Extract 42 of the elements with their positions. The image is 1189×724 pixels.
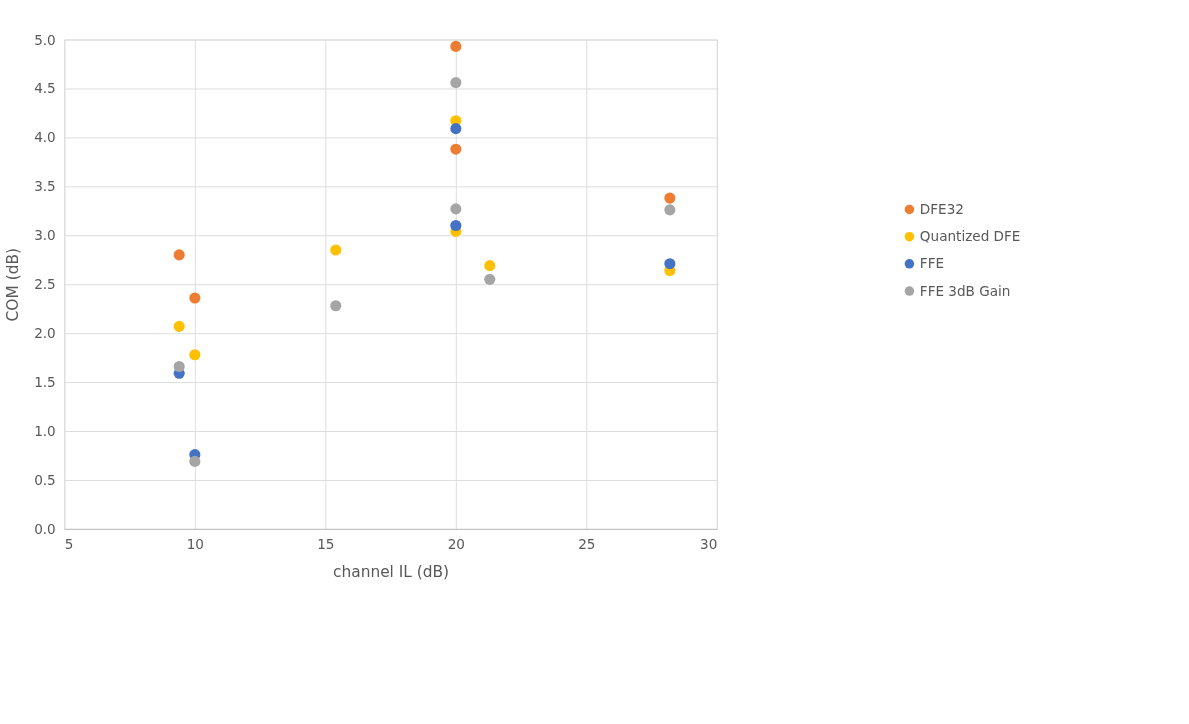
legend-label: DFE32	[919, 201, 964, 218]
x-tick-label: 20	[447, 536, 465, 553]
y-tick-label: 3.0	[34, 227, 56, 244]
point	[173, 320, 185, 332]
point	[450, 203, 462, 215]
point	[450, 143, 462, 155]
y-tick-label: 4.0	[34, 129, 56, 146]
point	[173, 360, 185, 372]
x-tick-label: 10	[186, 536, 204, 553]
legend-label: FFE	[919, 255, 945, 272]
y-tick-label: 5.0	[34, 31, 56, 48]
y-tick-label: 0.0	[34, 520, 56, 537]
point	[664, 258, 676, 270]
x-axis-title: channel IL (dB)	[332, 562, 450, 581]
point	[330, 244, 342, 256]
y-tick-label: 1.5	[34, 374, 56, 391]
y-tick-label: 2.5	[34, 276, 56, 293]
point	[450, 40, 462, 52]
point	[450, 123, 462, 135]
y-tick-label: 1.0	[34, 423, 56, 440]
point	[450, 77, 462, 89]
point	[330, 300, 342, 312]
point	[173, 249, 185, 261]
y-tick-label: 3.5	[34, 178, 56, 195]
point	[450, 219, 462, 232]
x-tick-label: 5	[64, 536, 74, 553]
x-tick-label: 30	[700, 536, 718, 553]
point	[664, 192, 676, 204]
point	[189, 349, 201, 361]
x-tick-label: 15	[317, 536, 335, 553]
legend-label: Quantized DFE	[919, 228, 1021, 245]
x-tick-label: 25	[578, 536, 596, 553]
y-tick-label: 4.5	[34, 80, 56, 97]
y-axis-title: COM (dB)	[3, 248, 22, 322]
point	[484, 260, 496, 272]
legend-label: FFE 3dB Gain	[919, 282, 1011, 299]
point	[189, 455, 201, 467]
y-tick-label: 2.0	[34, 325, 56, 342]
point	[664, 204, 676, 216]
point	[189, 292, 201, 304]
point	[484, 273, 496, 285]
y-tick-label: 0.5	[34, 471, 56, 488]
